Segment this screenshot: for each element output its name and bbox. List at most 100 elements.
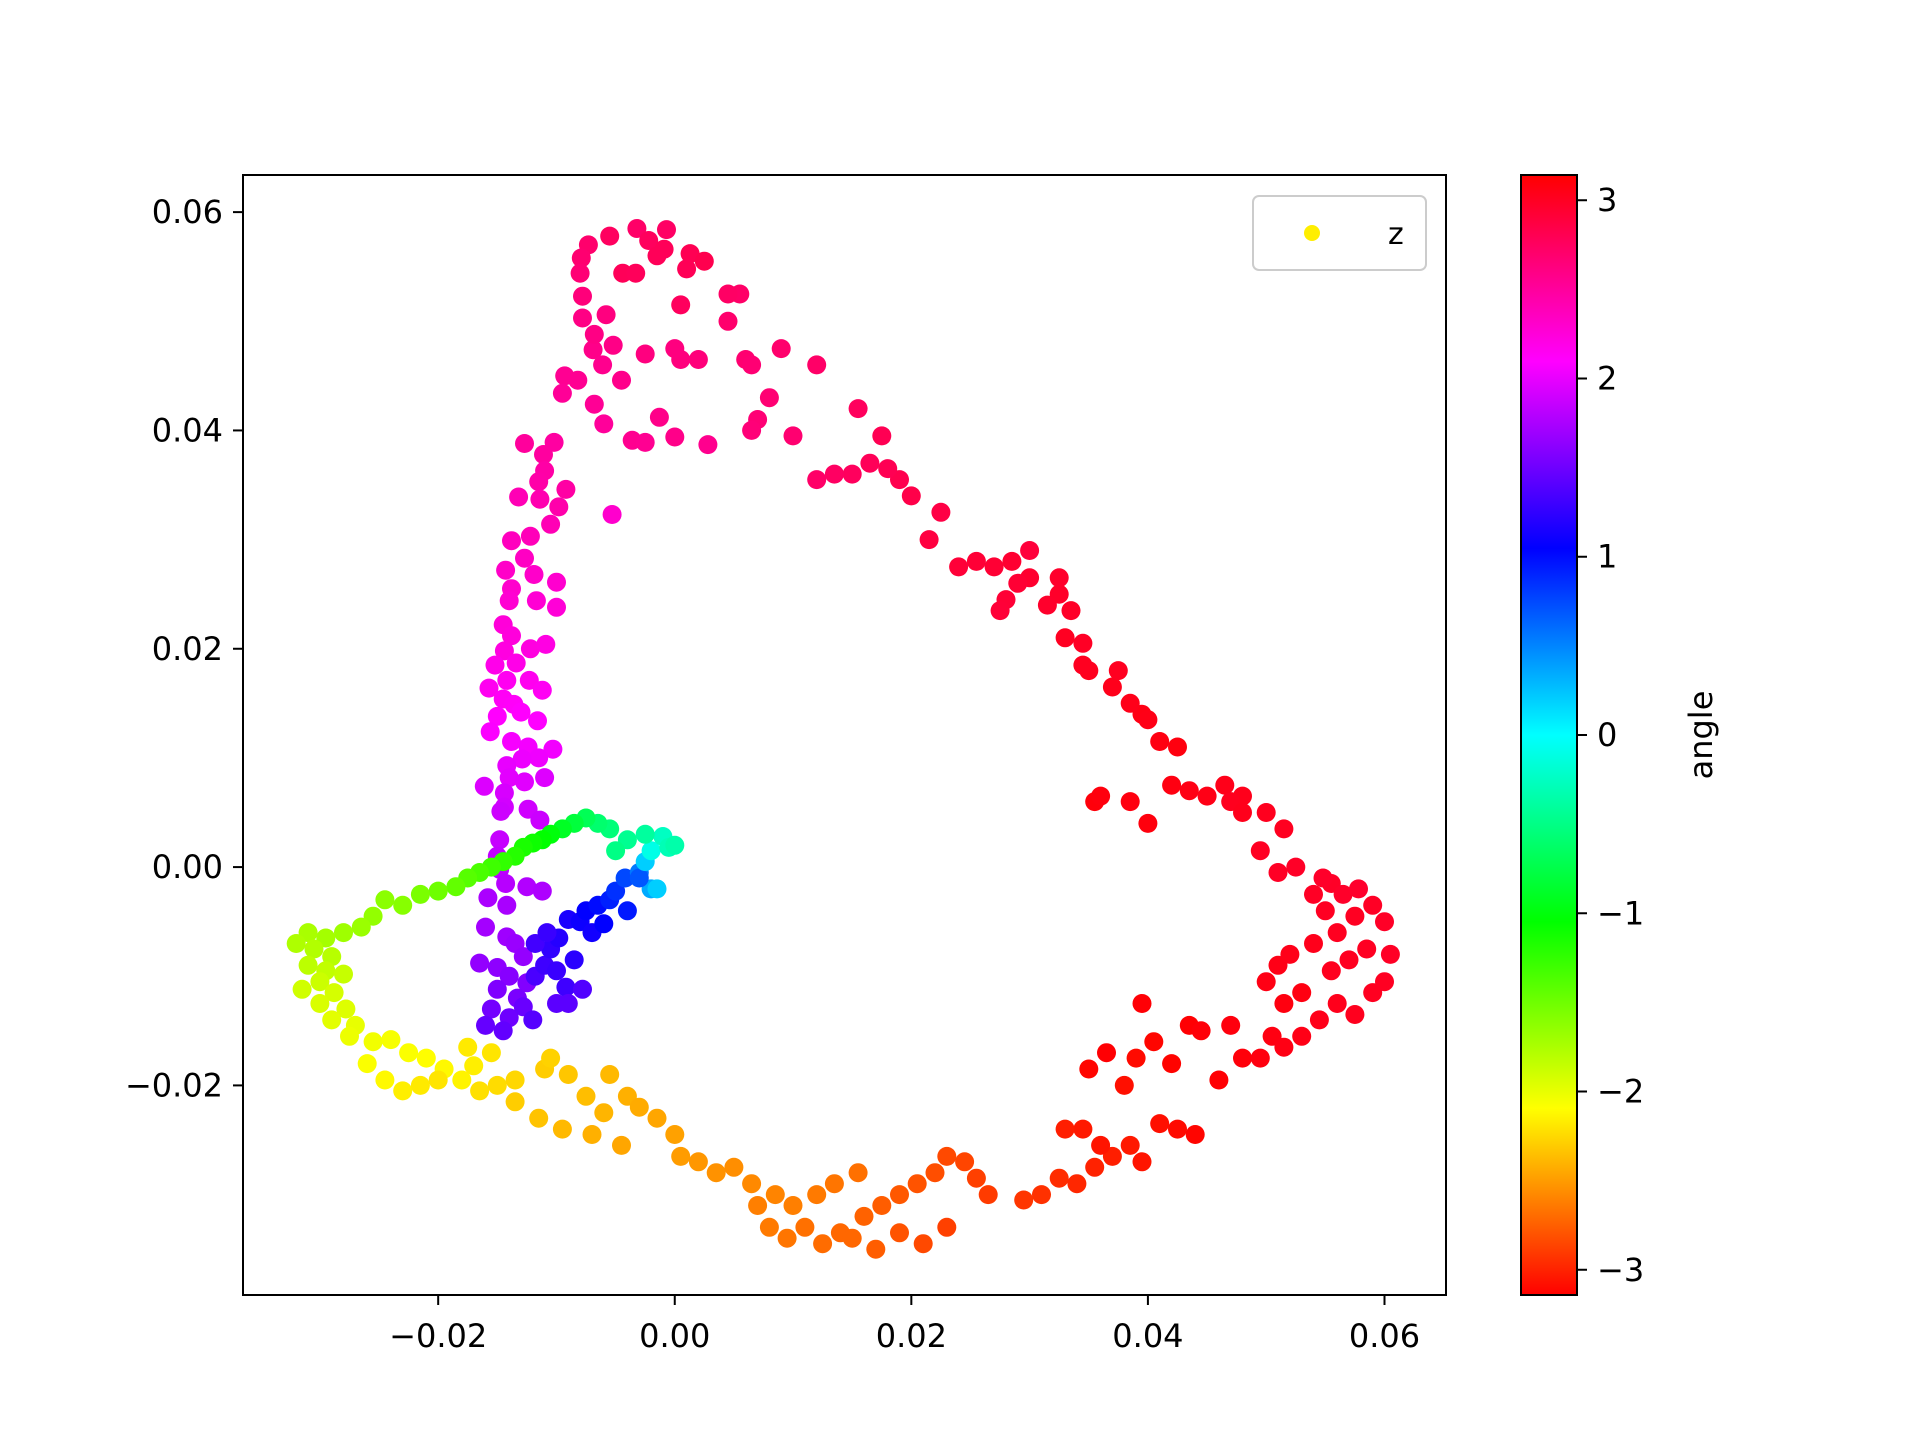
- data-point: [340, 1026, 359, 1046]
- data-point: [584, 324, 604, 344]
- data-point: [1073, 655, 1093, 675]
- data-point: [594, 914, 614, 934]
- data-point: [324, 983, 344, 1003]
- data-point: [334, 964, 353, 984]
- data-point: [907, 1174, 927, 1194]
- data-point: [543, 739, 563, 759]
- data-point: [872, 1196, 892, 1215]
- colorbar-gradient: [1521, 175, 1577, 1295]
- data-point: [765, 1185, 785, 1205]
- data-point: [1061, 601, 1081, 621]
- data-point: [657, 220, 676, 240]
- data-point: [558, 994, 578, 1013]
- data-point: [544, 432, 564, 452]
- data-point: [458, 1037, 478, 1057]
- data-point: [1126, 1048, 1146, 1068]
- y-tick-label: 0.06: [152, 193, 223, 231]
- data-point: [1008, 573, 1028, 593]
- data-point: [499, 966, 519, 986]
- data-point: [913, 1234, 933, 1254]
- data-point: [1313, 868, 1333, 888]
- data-point: [872, 426, 892, 446]
- data-point: [547, 597, 566, 617]
- data-point: [529, 748, 549, 768]
- data-point: [549, 497, 569, 517]
- data-point: [564, 950, 584, 970]
- data-point: [1091, 1135, 1111, 1155]
- data-point: [795, 1217, 815, 1237]
- colorbar-tick-label: 2: [1597, 359, 1617, 397]
- data-point: [724, 1157, 744, 1177]
- data-point: [547, 961, 566, 981]
- data-point: [1120, 1135, 1140, 1155]
- data-point: [1085, 1157, 1105, 1177]
- plot-area-frame: [242, 174, 1447, 1296]
- x-tick-label: 0.04: [1112, 1317, 1183, 1355]
- x-tick-label: 0.00: [639, 1317, 710, 1355]
- data-point: [535, 768, 555, 788]
- data-point: [1049, 568, 1069, 588]
- data-point: [1250, 1048, 1270, 1068]
- data-point: [955, 1152, 975, 1172]
- data-point: [502, 531, 521, 551]
- data-point: [1020, 541, 1040, 560]
- data-point: [1345, 1005, 1365, 1024]
- data-point: [399, 1043, 419, 1063]
- data-point: [511, 702, 531, 722]
- data-point: [1304, 884, 1323, 904]
- data-point: [576, 1086, 596, 1106]
- legend: z: [1252, 195, 1427, 271]
- data-point: [1268, 863, 1288, 882]
- data-point: [310, 972, 330, 992]
- data-point: [381, 1030, 401, 1050]
- data-point: [649, 407, 669, 427]
- data-point: [298, 955, 318, 975]
- data-point: [718, 284, 738, 304]
- data-point: [479, 678, 499, 698]
- data-point: [1256, 803, 1276, 822]
- data-point: [1049, 1168, 1069, 1188]
- data-point: [410, 884, 430, 904]
- data-point: [530, 489, 550, 509]
- data-point: [748, 1196, 768, 1215]
- data-point: [487, 979, 507, 999]
- data-point: [1233, 803, 1252, 822]
- data-point: [1108, 661, 1128, 681]
- data-point: [629, 1097, 649, 1117]
- data-point: [627, 219, 647, 238]
- data-point: [1256, 972, 1276, 992]
- data-point: [583, 340, 603, 360]
- data-point: [1274, 819, 1294, 839]
- data-point: [416, 1048, 436, 1068]
- colorbar-tick-label: 0: [1597, 716, 1617, 754]
- data-point: [375, 890, 395, 910]
- data-point: [496, 874, 516, 893]
- data-point: [478, 888, 498, 908]
- data-point: [671, 295, 691, 315]
- data-point: [783, 1196, 803, 1215]
- data-point: [470, 953, 490, 973]
- data-point: [1215, 775, 1235, 795]
- data-point: [452, 1070, 472, 1090]
- data-point: [759, 1217, 779, 1237]
- data-point: [1309, 1010, 1329, 1030]
- data-point: [568, 370, 588, 390]
- data-point: [1079, 1059, 1099, 1079]
- data-point: [647, 1108, 667, 1128]
- data-point: [937, 1146, 957, 1166]
- data-point: [536, 634, 556, 654]
- data-point: [322, 947, 342, 967]
- data-point: [647, 246, 667, 266]
- data-point: [742, 1174, 762, 1194]
- data-point: [1221, 1015, 1241, 1035]
- data-point: [530, 810, 550, 830]
- data-point: [573, 308, 592, 328]
- data-point: [1250, 841, 1270, 861]
- data-point: [1138, 813, 1158, 833]
- data-point: [1037, 595, 1057, 615]
- data-point: [824, 464, 844, 484]
- scatter-points: [286, 219, 1400, 1259]
- data-point: [496, 560, 516, 580]
- data-point: [813, 1234, 833, 1254]
- data-point: [286, 934, 306, 953]
